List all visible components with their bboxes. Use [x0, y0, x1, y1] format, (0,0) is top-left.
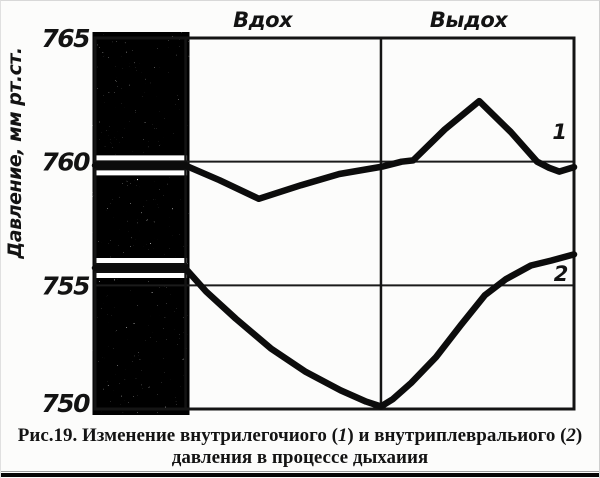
- caption-line-2: давления в процессе дыхаиия: [171, 447, 429, 468]
- caption-line-1: Рис.19. Изменение внутрилегочиого (1) и …: [17, 425, 583, 446]
- figure-caption: Рис.19. Изменение внутрилегочиого (1) и …: [1, 425, 599, 469]
- y-tick-label: 760: [41, 148, 90, 177]
- y-tick-label: 750: [41, 389, 90, 418]
- bottom-rule-thick: [1, 473, 599, 477]
- y-axis-title: Давление, мм рт.ст.: [4, 47, 26, 259]
- curve-label-1: 1: [552, 120, 567, 144]
- y-tick-label: 765: [41, 24, 90, 53]
- y-axis-ticks: 765 760 755 750: [41, 24, 91, 418]
- phase-label-inhale: Вдох: [233, 8, 294, 32]
- plot-border: [93, 36, 576, 411]
- y-tick-label: 755: [41, 271, 90, 300]
- phase-label-exhale: Выдох: [430, 8, 509, 32]
- curve-intrapulmonary: [91, 97, 578, 203]
- bottom-rule-thin: [1, 471, 599, 472]
- curve-label-2: 2: [554, 262, 569, 286]
- curve-intrapleural: [91, 251, 578, 410]
- pressure-chart: Давление, мм рт.ст. Вдох Выдох 765 760 7…: [4, 8, 578, 418]
- stipple-band: [97, 39, 186, 408]
